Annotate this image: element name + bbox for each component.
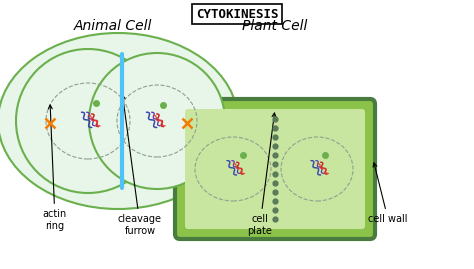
Text: actin
ring: actin ring [43,105,67,231]
FancyBboxPatch shape [185,109,365,229]
Ellipse shape [16,49,160,193]
Text: Animal Cell: Animal Cell [74,19,152,33]
FancyBboxPatch shape [175,99,375,239]
Text: CYTOKINESIS: CYTOKINESIS [196,8,278,20]
Ellipse shape [0,33,238,209]
Text: cleavage
furrow: cleavage furrow [118,95,162,236]
Text: cell wall: cell wall [368,163,408,224]
Text: cell
plate: cell plate [247,113,276,236]
Text: Plant Cell: Plant Cell [242,19,308,33]
Ellipse shape [89,53,225,189]
